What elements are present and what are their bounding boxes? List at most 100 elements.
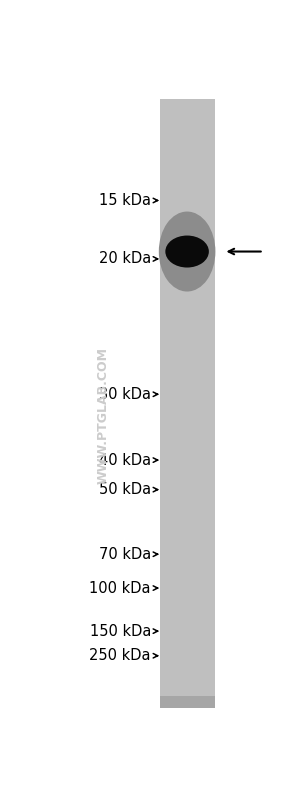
Bar [160, 531, 215, 538]
Bar [160, 136, 215, 141]
Bar [160, 318, 215, 324]
Bar [160, 148, 215, 153]
Bar [160, 647, 215, 654]
Bar [160, 160, 215, 166]
Bar [160, 471, 215, 476]
Bar [160, 495, 215, 501]
Bar [160, 519, 215, 525]
Bar [160, 392, 215, 397]
Bar [160, 312, 215, 318]
Text: 20 kDa: 20 kDa [99, 252, 151, 266]
Text: 150 kDa: 150 kDa [90, 624, 151, 638]
Bar [160, 172, 215, 178]
Bar [160, 373, 215, 380]
Bar [160, 197, 215, 202]
Bar [160, 513, 215, 519]
Bar [160, 489, 215, 495]
Text: 250 kDa: 250 kDa [90, 648, 151, 663]
Ellipse shape [165, 236, 209, 268]
Bar [160, 361, 215, 367]
Bar [160, 227, 215, 233]
Bar [160, 385, 215, 392]
Bar [160, 562, 215, 568]
Bar [160, 178, 215, 185]
Bar [160, 556, 215, 562]
Bar [160, 166, 215, 172]
Bar [160, 690, 215, 696]
Bar [160, 288, 215, 294]
Bar [160, 105, 215, 111]
Bar [160, 654, 215, 659]
Bar [160, 684, 215, 690]
Bar [160, 123, 215, 129]
Bar [160, 190, 215, 197]
Bar [160, 586, 215, 592]
Bar [160, 446, 215, 452]
Bar [160, 678, 215, 684]
Bar [160, 343, 215, 348]
Bar [160, 306, 215, 312]
Bar [160, 476, 215, 483]
Bar [160, 348, 215, 355]
Text: 15 kDa: 15 kDa [99, 193, 151, 208]
Bar [160, 99, 215, 105]
Ellipse shape [159, 212, 215, 292]
Bar [160, 264, 215, 269]
Bar [160, 209, 215, 215]
Bar [160, 696, 215, 702]
Bar [160, 568, 215, 574]
Bar [160, 276, 215, 282]
Bar [160, 215, 215, 221]
Text: 70 kDa: 70 kDa [99, 547, 151, 562]
Bar [160, 141, 215, 148]
Bar [160, 282, 215, 288]
Bar [160, 592, 215, 598]
Bar [160, 221, 215, 227]
Bar [160, 422, 215, 427]
Bar [160, 239, 215, 245]
Text: 100 kDa: 100 kDa [90, 581, 151, 595]
Bar [160, 434, 215, 440]
Bar [160, 574, 215, 580]
Bar [160, 671, 215, 678]
Bar [160, 617, 215, 622]
Bar [160, 580, 215, 586]
Bar [160, 635, 215, 641]
Bar [160, 459, 215, 464]
Bar [160, 397, 215, 403]
Text: WWW.PTGLAB.COM: WWW.PTGLAB.COM [96, 348, 109, 484]
Bar [160, 550, 215, 556]
Bar [160, 380, 215, 385]
Bar [160, 702, 215, 708]
Bar [160, 367, 215, 373]
Bar [160, 129, 215, 136]
Bar [160, 111, 215, 117]
Bar [160, 452, 215, 459]
Bar [160, 622, 215, 629]
Bar [160, 538, 215, 543]
Bar [160, 233, 215, 239]
Bar [160, 440, 215, 446]
Bar [160, 464, 215, 471]
Bar [160, 507, 215, 513]
Bar [160, 257, 215, 264]
Text: 30 kDa: 30 kDa [99, 387, 151, 402]
Bar [160, 355, 215, 361]
Bar [160, 324, 215, 331]
Bar [160, 185, 215, 190]
Bar [160, 294, 215, 300]
Text: 40 kDa: 40 kDa [99, 452, 151, 467]
Bar [160, 525, 215, 531]
Bar [160, 331, 215, 336]
Bar [160, 641, 215, 647]
Bar [160, 202, 215, 209]
Bar [160, 251, 215, 257]
Bar [160, 543, 215, 550]
Bar [160, 269, 215, 276]
Bar [160, 659, 215, 666]
Bar [160, 415, 215, 422]
Bar [160, 153, 215, 160]
Bar [160, 666, 215, 671]
Bar [160, 245, 215, 251]
Bar [160, 117, 215, 123]
